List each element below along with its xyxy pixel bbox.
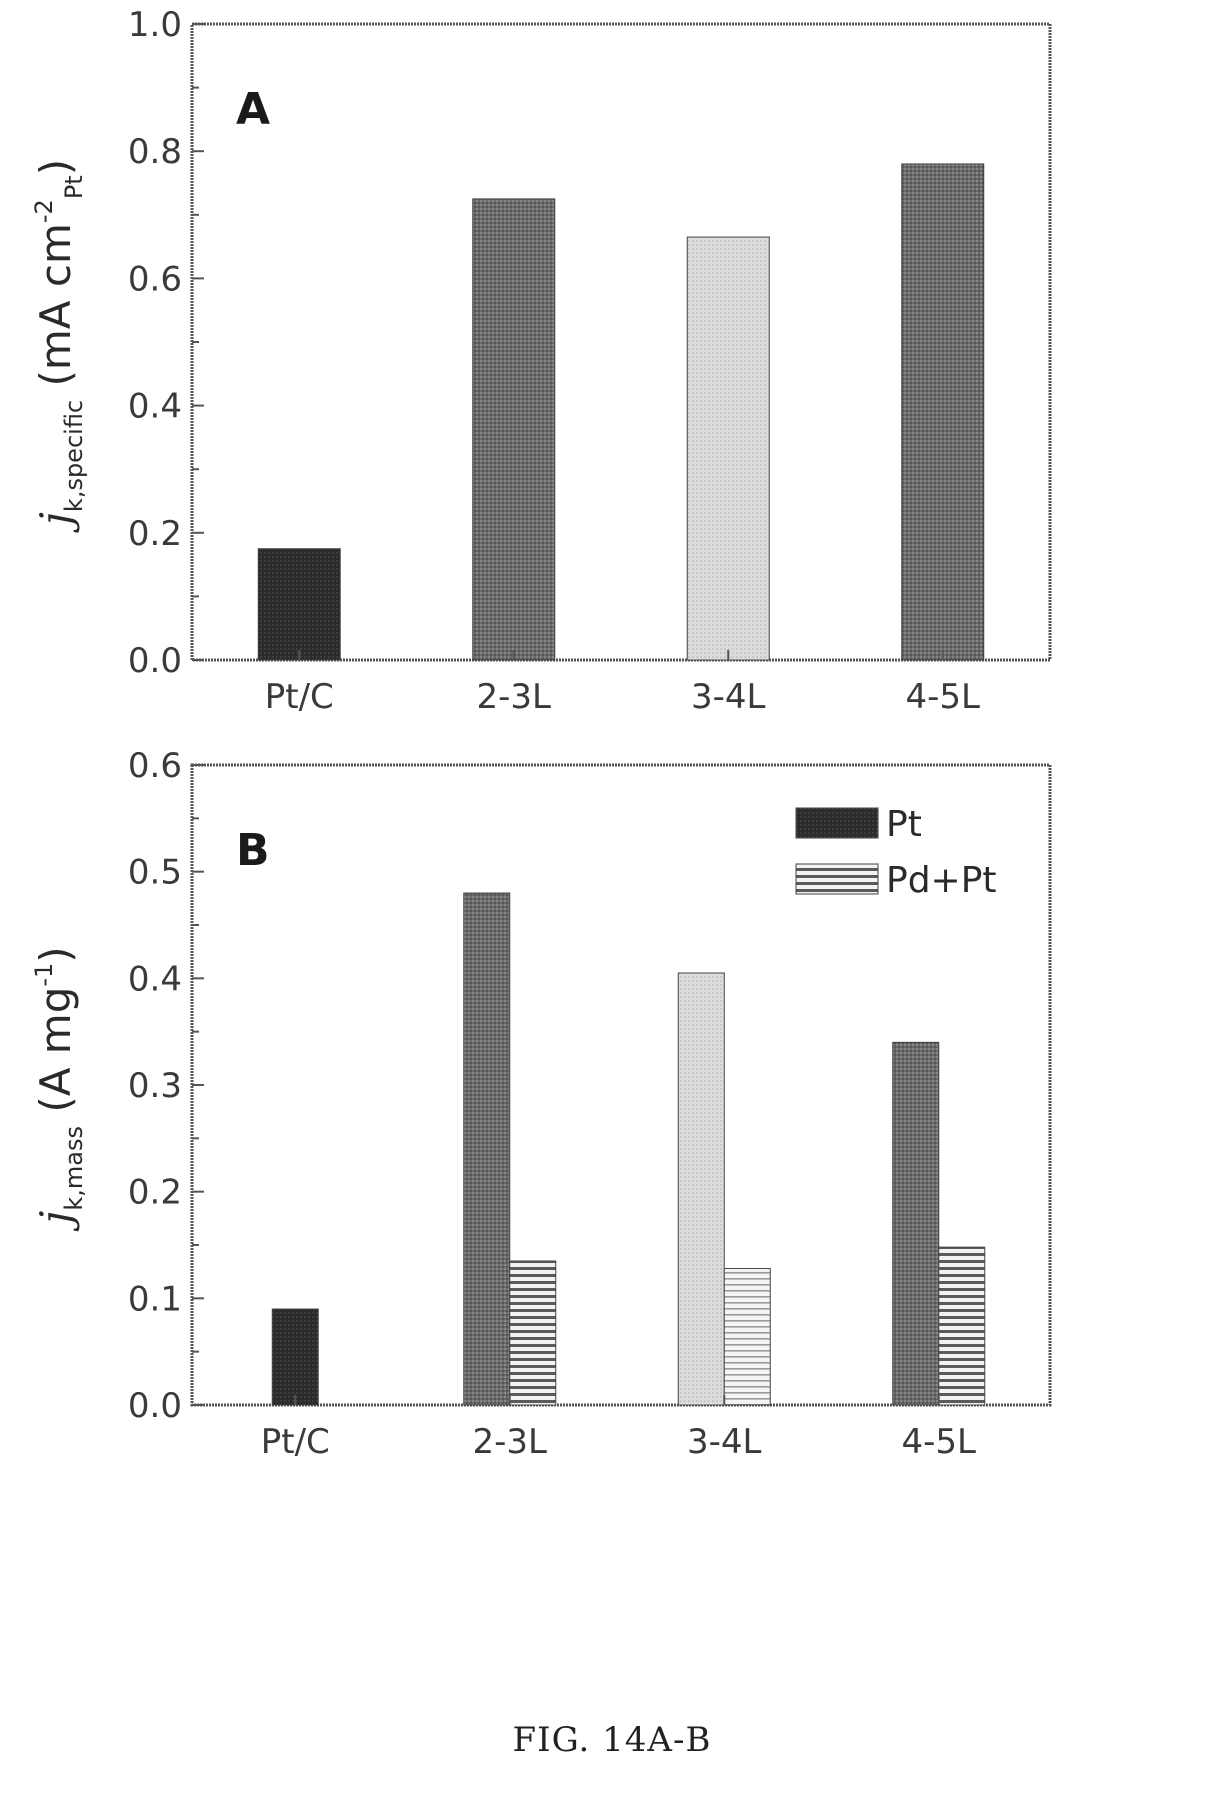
y-tick-label: 0.8 <box>128 132 182 172</box>
y-axis-ticks-b: 0.0 0.1 0.2 0.3 0.4 0.5 0.6 <box>128 746 204 1426</box>
bar-pt-c <box>257 548 341 661</box>
y-axis-title-a: jk,specific (mA cm-2Pt) <box>30 159 88 533</box>
chart-panel-b: 0.0 0.1 0.2 0.3 0.4 0.5 0.6 Pt/C 2-3L 3-4L 4-5L B… <box>30 746 1052 1462</box>
y-tick-label: 0.4 <box>128 959 182 999</box>
x-axis-categories-b: Pt/C 2-3L 3-4L 4-5L <box>261 1395 976 1462</box>
y-tick-label: 0.2 <box>128 1173 182 1213</box>
bar-pt-4-5l <box>892 1041 940 1406</box>
x-tick-label: 3-4L <box>687 1422 762 1462</box>
y-axis-title-part: j <box>31 512 80 533</box>
y-tick-label: 0.1 <box>128 1279 182 1319</box>
y-axis-title-part: (mA cm <box>31 223 80 400</box>
y-tick-label: 0.5 <box>128 853 182 893</box>
chart-panel-a: 0.0 0.2 0.4 0.6 0.8 1.0 Pt/C 2-3L 3-4L 4-5L A jk… <box>30 5 1052 717</box>
bar-pd-pt-4-5l <box>938 1246 986 1406</box>
x-tick-label: 3-4L <box>691 677 766 717</box>
y-tick-label: 0.6 <box>128 746 182 786</box>
y-axis-title-part: j <box>31 1211 80 1232</box>
x-tick-label: Pt/C <box>265 677 334 717</box>
x-tick-label: 4-5L <box>906 677 981 717</box>
legend-label-pt: Pt <box>886 804 922 845</box>
y-tick-label: 0.4 <box>128 387 182 427</box>
legend-swatch-pt <box>795 807 879 839</box>
y-axis-title-b: jk,mass (A mg-1) <box>30 946 88 1231</box>
panel-label-b: B <box>236 825 270 876</box>
y-tick-label: 0.6 <box>128 259 182 299</box>
bar-pd-pt-3-4l <box>723 1267 771 1406</box>
legend-swatch-pd-pt <box>795 863 879 895</box>
bar-pt-2-3l <box>463 892 511 1406</box>
x-tick-label: 4-5L <box>902 1422 977 1462</box>
y-axis-ticks-a: 0.0 0.2 0.4 0.6 0.8 1.0 <box>128 5 204 681</box>
y-tick-label: 0.0 <box>128 641 182 681</box>
y-axis-title-part: Pt <box>60 175 88 199</box>
y-axis-title-part: -2 <box>30 199 58 223</box>
y-axis-title-part: (A mg <box>31 987 80 1126</box>
x-axis-categories-a: Pt/C 2-3L 3-4L 4-5L <box>265 650 980 717</box>
y-tick-label: 0.3 <box>128 1066 182 1106</box>
figure-caption: FIG. 14A-B <box>512 1720 712 1760</box>
bars-a <box>257 163 985 661</box>
legend-b: Pt Pd+Pt <box>795 804 997 901</box>
x-tick-label: 2-3L <box>477 677 552 717</box>
y-axis-title-part: ) <box>31 159 80 175</box>
bar-pd-pt-2-3l <box>509 1260 557 1406</box>
bar-3-4l <box>686 236 770 661</box>
y-tick-label: 0.0 <box>128 1386 182 1426</box>
bar-2-3l <box>472 198 556 661</box>
y-tick-label: 1.0 <box>128 5 182 45</box>
y-axis-title-text: jk,mass (A mg-1) <box>30 946 88 1231</box>
bar-4-5l <box>901 163 985 661</box>
bar-pt-3-4l <box>677 972 725 1406</box>
y-tick-label: 0.2 <box>128 514 182 554</box>
bar-pt-pt-c <box>271 1308 319 1406</box>
y-axis-title-text: jk,specific (mA cm-2Pt) <box>30 159 88 533</box>
y-axis-title-part: -1 <box>30 963 58 987</box>
x-tick-label: Pt/C <box>261 1422 330 1462</box>
y-axis-title-part: ) <box>31 946 80 962</box>
bars-b <box>271 892 986 1406</box>
panel-label-a: A <box>236 84 270 135</box>
y-axis-title-part: k,specific <box>60 400 88 512</box>
x-tick-label: 2-3L <box>473 1422 548 1462</box>
legend-label-pd-pt: Pd+Pt <box>886 860 997 901</box>
y-axis-title-part: k,mass <box>60 1126 88 1211</box>
